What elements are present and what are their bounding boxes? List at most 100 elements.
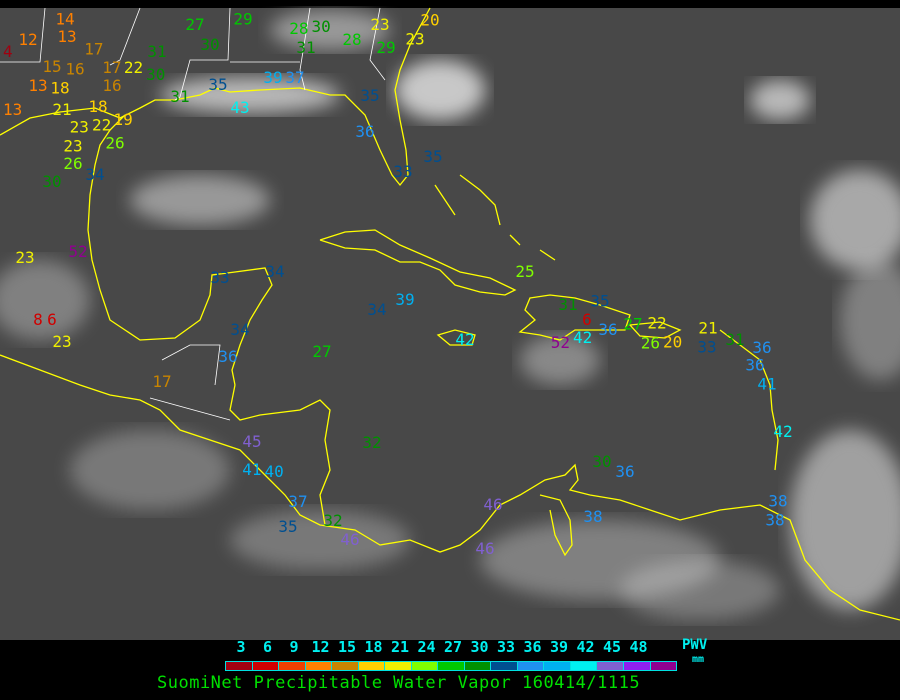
station-pwv-label: 30 bbox=[42, 172, 61, 191]
station-pwv-label: 28 bbox=[342, 30, 361, 49]
color-scale-swatch bbox=[358, 662, 386, 670]
station-pwv-label: 31 bbox=[170, 87, 189, 106]
station-pwv-label: 23 bbox=[15, 248, 34, 267]
station-pwv-label: 18 bbox=[50, 78, 69, 97]
station-pwv-label: 32 bbox=[323, 511, 342, 530]
legend-tick: 18 bbox=[364, 638, 383, 656]
station-pwv-label: 33 bbox=[393, 162, 412, 181]
station-pwv-label: 23 bbox=[370, 15, 389, 34]
legend-tick: 21 bbox=[390, 638, 410, 656]
station-pwv-label: 38 bbox=[583, 507, 602, 526]
station-pwv-label: 43 bbox=[230, 98, 249, 117]
legend-tick: 24 bbox=[417, 638, 436, 656]
cloud bbox=[0, 260, 90, 340]
station-pwv-label: 34 bbox=[230, 320, 249, 339]
political-border bbox=[109, 7, 141, 66]
color-scale-swatch bbox=[385, 662, 412, 670]
station-pwv-label: 30 bbox=[592, 452, 611, 471]
station-pwv-label: 41 bbox=[757, 374, 776, 393]
state-borders bbox=[0, 7, 386, 421]
color-scale-swatch bbox=[491, 662, 518, 670]
station-pwv-label: 19 bbox=[113, 110, 132, 129]
station-pwv-label: 52 bbox=[551, 333, 570, 352]
station-pwv-label: 26 bbox=[63, 154, 82, 173]
station-pwv-label: 14 bbox=[55, 9, 74, 28]
cloud-layer bbox=[0, 10, 900, 620]
legend-tick: 48 bbox=[629, 638, 648, 656]
station-pwv-label: 21 bbox=[698, 319, 717, 338]
legend-tick: 15 bbox=[337, 638, 357, 656]
political-border bbox=[369, 7, 386, 81]
station-pwv-label: 36 bbox=[598, 320, 617, 339]
coastline bbox=[436, 329, 476, 346]
coastline bbox=[719, 329, 779, 471]
station-pwv-label: 36 bbox=[355, 122, 374, 141]
station-pwv-label: 13 bbox=[57, 27, 76, 46]
station-pwv-label: 13 bbox=[3, 100, 22, 119]
legend-tick: 39 bbox=[549, 638, 569, 656]
station-pwv-label: 28 bbox=[289, 19, 308, 38]
station-pwv-label: 17 bbox=[84, 40, 103, 59]
station-pwv-label: 8 bbox=[33, 310, 43, 329]
cloud bbox=[840, 260, 900, 380]
coastline bbox=[229, 384, 331, 526]
station-pwv-label: 6 bbox=[582, 310, 592, 329]
station-pwv-label: 33 bbox=[697, 337, 716, 356]
cloud bbox=[130, 175, 270, 225]
station-pwv-label: 23 bbox=[52, 332, 71, 351]
station-pwv-label: 39 bbox=[263, 68, 282, 87]
station-pwv-label: 36 bbox=[218, 347, 237, 366]
station-pwv-label: 36 bbox=[752, 338, 771, 357]
color-scale-swatch bbox=[650, 662, 677, 670]
station-pwv-label: 23 bbox=[405, 29, 424, 48]
color-scale-swatch bbox=[252, 662, 280, 670]
cloud bbox=[230, 510, 410, 570]
cloud bbox=[270, 10, 390, 50]
station-pwv-label: 46 bbox=[340, 530, 359, 549]
cloud bbox=[810, 170, 900, 270]
station-pwv-label: 42 bbox=[773, 422, 792, 441]
station-pwv-label: 35 bbox=[360, 86, 379, 105]
station-pwv-label: 36 bbox=[615, 462, 634, 481]
color-scale-swatch bbox=[438, 662, 465, 670]
station-pwv-label: 30 bbox=[311, 17, 330, 36]
station-pwv-label: 21 bbox=[52, 100, 71, 119]
station-pwv-label: 4 bbox=[3, 42, 13, 61]
legend-tick: 3 bbox=[236, 638, 246, 656]
station-pwv-label: 31 bbox=[147, 42, 166, 61]
color-scale-swatch bbox=[544, 662, 571, 670]
color-scale-swatch bbox=[411, 662, 439, 670]
station-pwv-label: 35 bbox=[208, 75, 227, 94]
station-pwv-label: 23 bbox=[63, 136, 82, 155]
political-border bbox=[0, 7, 46, 63]
color-scale-swatch bbox=[332, 662, 359, 670]
color-scale-swatch bbox=[597, 662, 624, 670]
color-scale-swatch bbox=[279, 662, 306, 670]
station-pwv-label: 20 bbox=[663, 332, 682, 351]
coastline bbox=[0, 354, 900, 621]
station-pwv-label: 26 bbox=[641, 333, 660, 352]
station-pwv-label: 35 bbox=[590, 291, 609, 310]
station-pwv-label: 31 bbox=[296, 38, 315, 57]
station-pwv-label: 46 bbox=[475, 539, 494, 558]
station-pwv-label: 29 bbox=[376, 38, 395, 57]
station-pwv-label: 35 bbox=[278, 517, 297, 536]
station-pwv-label: 6 bbox=[47, 310, 57, 329]
coastlines bbox=[0, 7, 900, 621]
station-pwv-label: 42 bbox=[455, 330, 474, 349]
station-pwv-label: 22 bbox=[124, 58, 143, 77]
color-scale-swatch bbox=[517, 662, 545, 670]
station-pwv-label: 27 bbox=[312, 342, 331, 361]
station-pwv-label: 16 bbox=[65, 60, 84, 79]
cloud bbox=[790, 430, 900, 610]
coastline bbox=[628, 321, 682, 339]
station-pwv-label: 38 bbox=[768, 492, 787, 511]
legend-tick: 9 bbox=[289, 638, 299, 656]
station-pwv-label: 27 bbox=[623, 315, 642, 334]
station-pwv-label: 22 bbox=[92, 116, 111, 135]
station-pwv-label: 35 bbox=[423, 147, 442, 166]
legend-unit: mm bbox=[692, 654, 705, 665]
